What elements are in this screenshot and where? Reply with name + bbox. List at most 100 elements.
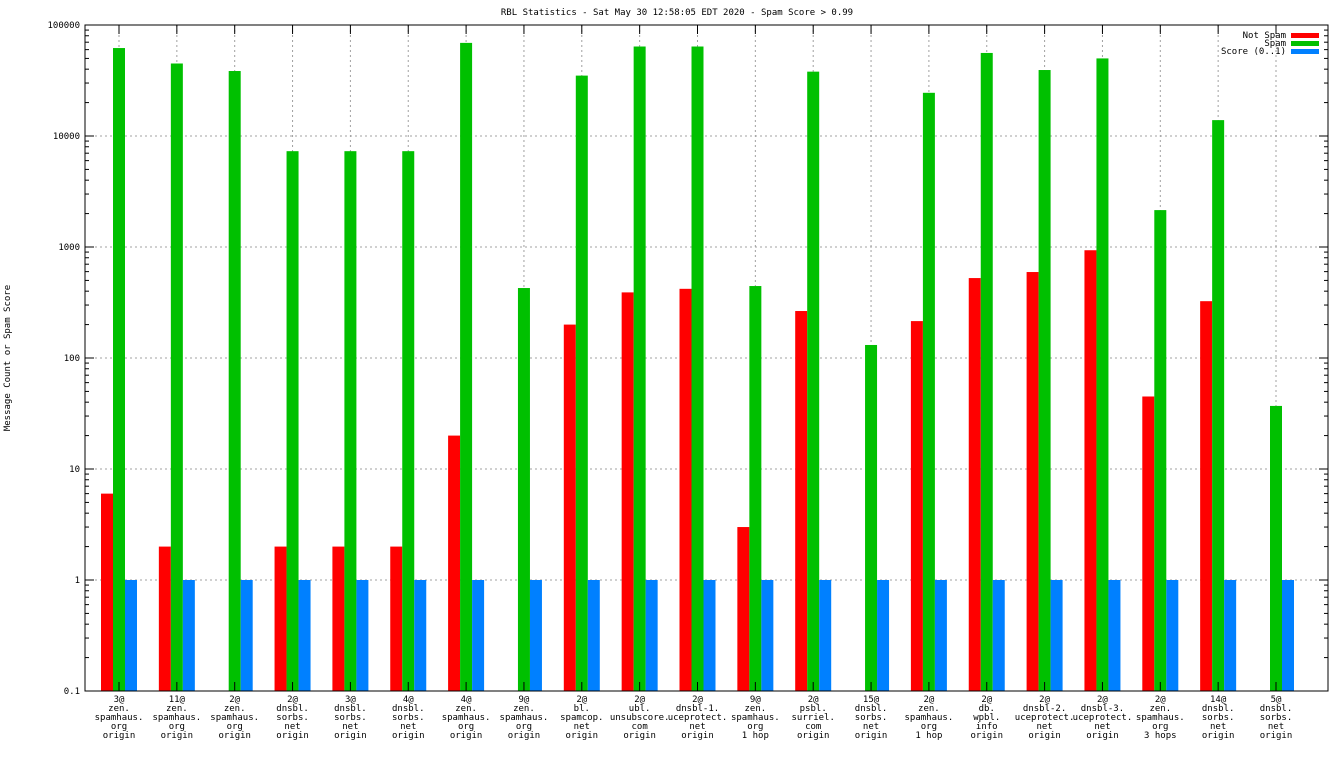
x-tick-label: 2@	[1097, 695, 1108, 705]
x-tick-label: spamhaus.	[905, 713, 954, 723]
legend-label: Score (0..1)	[1221, 47, 1286, 57]
x-tick-label: unsubscore.	[610, 713, 670, 723]
x-tick-label: spamhaus.	[210, 713, 259, 723]
y-tick-label: 100000	[47, 21, 80, 31]
bar-score-0-1-	[1166, 580, 1179, 691]
y-tick-label: 1000	[58, 243, 80, 253]
bar-spam	[1270, 405, 1282, 691]
x-tick-label: org	[921, 722, 937, 732]
bar-spam	[691, 46, 704, 691]
x-tick-label: 2@	[229, 695, 240, 705]
bar-not-spam	[1084, 250, 1097, 691]
x-tick-label: zen.	[513, 704, 535, 714]
x-tick-label: zen.	[108, 704, 130, 714]
x-tick-label: origin	[681, 731, 714, 741]
bar-not-spam	[332, 546, 345, 691]
bar-not-spam	[158, 546, 171, 691]
legend-swatch	[1291, 41, 1319, 46]
x-tick-label: db.	[979, 704, 995, 714]
x-tick-label: 2@	[692, 695, 703, 705]
x-tick-label: sorbs.	[334, 713, 367, 723]
bar-spam	[517, 288, 530, 691]
chart-title: RBL Statistics - Sat May 30 12:58:05 EDT…	[501, 8, 853, 18]
bar-not-spam	[1026, 272, 1039, 691]
x-tick-label: com	[805, 722, 821, 732]
bar-score-0-1-	[877, 580, 890, 691]
x-tick-label: zen.	[1149, 704, 1171, 714]
bar-spam	[460, 42, 473, 691]
x-tick-label: sorbs.	[276, 713, 309, 723]
bar-not-spam	[968, 278, 981, 691]
x-tick-label: 2@	[576, 695, 587, 705]
bar-not-spam	[563, 324, 576, 691]
bar-score-0-1-	[240, 580, 253, 691]
x-tick-label: origin	[566, 731, 599, 741]
x-tick-label: 1 hop	[915, 731, 942, 741]
x-tick-label: 4@	[461, 695, 472, 705]
x-tick-label: origin	[218, 731, 251, 741]
x-tick-label: 15@	[863, 695, 880, 705]
x-tick-label: 1 hop	[742, 731, 769, 741]
x-tick-label: wpbl.	[973, 713, 1000, 723]
bar-spam	[1038, 70, 1051, 691]
x-tick-label: ubl.	[629, 704, 651, 714]
x-tick-label: spamcop.	[560, 713, 603, 723]
x-tick-label: org	[1152, 722, 1168, 732]
x-tick-label: com	[632, 722, 648, 732]
legend-label: Not Spam	[1243, 31, 1286, 41]
x-tick-label: net	[1094, 722, 1110, 732]
bar-not-spam	[448, 435, 461, 691]
x-tick-label: origin	[508, 731, 541, 741]
bar-spam	[170, 63, 183, 692]
x-tick-label: uceprotect.	[668, 713, 728, 723]
x-tick-label: 2@	[923, 695, 934, 705]
x-tick-label: dnsbl-2.	[1023, 704, 1066, 714]
x-tick-label: spamhaus.	[152, 713, 201, 723]
x-tick-label: net	[689, 722, 705, 732]
bar-spam	[575, 75, 588, 691]
x-tick-label: uceprotect.	[1015, 713, 1075, 723]
x-tick-label: spamhaus.	[1136, 713, 1185, 723]
x-tick-label: sorbs.	[392, 713, 425, 723]
x-tick-label: origin	[450, 731, 483, 741]
bar-score-0-1-	[414, 580, 427, 691]
x-tick-label: 3@	[345, 695, 356, 705]
bar-score-0-1-	[761, 580, 774, 691]
bar-spam	[113, 48, 125, 692]
x-tick-label: org	[227, 722, 243, 732]
bar-not-spam	[274, 546, 287, 691]
x-tick-label: 5@	[1271, 695, 1282, 705]
x-tick-label: sorbs.	[1202, 713, 1235, 723]
x-tick-label: zen.	[455, 704, 477, 714]
x-tick-label: psbl.	[800, 704, 827, 714]
y-tick-label: 10000	[53, 132, 80, 142]
x-tick-label: 2@	[1155, 695, 1166, 705]
x-tick-label: net	[1036, 722, 1052, 732]
legend-swatch	[1291, 49, 1319, 54]
bar-score-0-1-	[645, 580, 658, 691]
x-tick-label: origin	[1202, 731, 1235, 741]
x-tick-label: net	[284, 722, 300, 732]
bar-not-spam	[621, 292, 634, 691]
x-tick-label: zen.	[918, 704, 940, 714]
bar-score-0-1-	[125, 580, 137, 691]
y-tick-label: 1	[75, 576, 80, 586]
bar-score-0-1-	[298, 580, 311, 691]
x-tick-label: dnsbl.	[276, 704, 309, 714]
bar-spam	[1154, 210, 1167, 691]
x-tick-label: org	[747, 722, 763, 732]
x-tick-label: spamhaus.	[95, 713, 144, 723]
bar-spam	[402, 151, 415, 692]
bar-score-0-1-	[182, 580, 195, 691]
bar-not-spam	[101, 493, 113, 691]
bars	[101, 42, 1294, 692]
x-tick-label: origin	[276, 731, 309, 741]
x-tick-label: net	[574, 722, 590, 732]
bar-score-0-1-	[934, 580, 947, 691]
axes: 0.11101001000100001000003@zen.spamhaus.o…	[47, 21, 1329, 741]
x-tick-label: net	[1268, 722, 1284, 732]
bar-spam	[922, 92, 935, 692]
x-tick-label: origin	[103, 731, 136, 741]
x-tick-label: dnsbl.	[855, 704, 888, 714]
